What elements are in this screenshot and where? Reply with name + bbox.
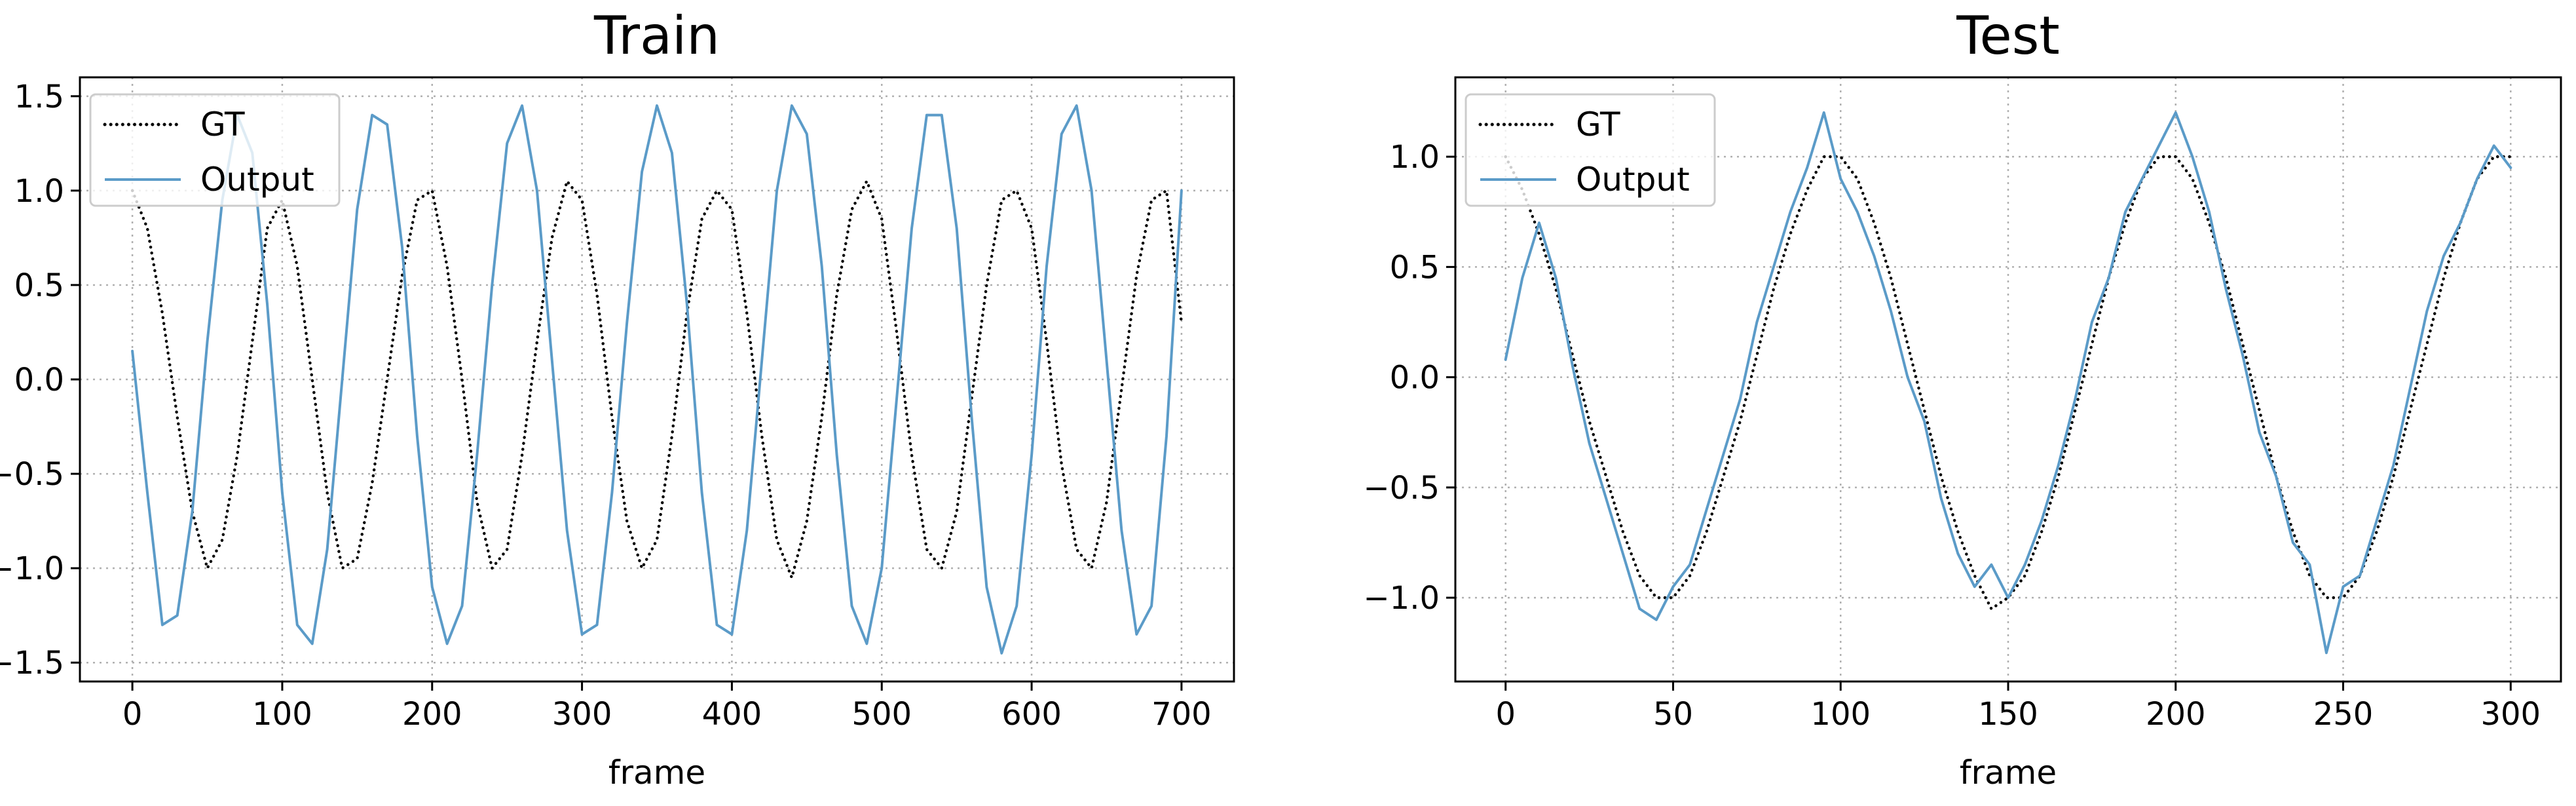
train-x-tick-label-6: 600	[1001, 696, 1062, 733]
train-y-tick-label-3: 0.0	[14, 362, 64, 398]
train-x-tick-label-7: 700	[1151, 696, 1212, 733]
test-x-tick-label-6: 300	[2480, 696, 2541, 733]
test-series-output-line	[1504, 111, 2512, 655]
train-x-tick-label-2: 200	[402, 696, 462, 733]
train-series-output-line	[131, 104, 1183, 655]
train-legend: GT Output	[89, 93, 341, 207]
test-x-tick-label-5: 250	[2313, 696, 2374, 733]
test-x-axis-label: frame	[1960, 754, 2057, 792]
train-x-tick-label-4: 400	[702, 696, 762, 733]
test-legend-output-label: Output	[1576, 161, 1690, 199]
test-x-tick-label-0: 0	[1495, 696, 1516, 733]
test-chart: 0 50 100 150 200 250 300 −1.0 −0.5 0.0 0.5 1.0 Test…	[1363, 5, 2562, 792]
test-y-tick-label-3: 0.5	[1390, 249, 1440, 286]
train-x-tick-label-5: 500	[851, 696, 912, 733]
train-y-tick-label-5: 1.0	[14, 173, 64, 210]
train-y-tick-label-2: −0.5	[0, 456, 64, 493]
test-legend-gt-label: GT	[1576, 106, 1620, 144]
test-y-tick-label-1: −0.5	[1363, 470, 1440, 507]
train-y-tick-label-6: 1.5	[14, 79, 64, 115]
test-ticks: 0 50 100 150 200 250 300 −1.0 −0.5 0.0 0.5 1.0	[1363, 139, 2541, 733]
test-x-tick-label-4: 200	[2146, 696, 2206, 733]
train-x-tick-label-3: 300	[552, 696, 612, 733]
train-grid	[80, 77, 1234, 681]
train-x-tick-label-0: 0	[122, 696, 143, 733]
train-chart: 0 100 200 300 400 500 600 700 −1.5 −1.0 −0.5 0.0 0.5…	[0, 5, 1235, 792]
train-ticks: 0 100 200 300 400 500 600 700 −1.5 −1.0 −0.5 0.0 0.5…	[0, 79, 1212, 733]
test-x-tick-label-2: 100	[1810, 696, 1871, 733]
train-x-tick-label-1: 100	[252, 696, 312, 733]
test-y-tick-label-2: 0.0	[1390, 360, 1440, 396]
train-lines	[130, 104, 1184, 655]
train-legend-output-label: Output	[200, 161, 314, 199]
train-y-tick-label-0: −1.5	[0, 645, 64, 681]
test-title: Test	[1956, 5, 2060, 66]
train-y-tick-label-1: −1.0	[0, 550, 64, 587]
test-y-tick-label-0: −1.0	[1363, 580, 1440, 617]
test-y-tick-label-4: 1.0	[1390, 139, 1440, 176]
test-x-tick-label-3: 150	[1978, 696, 2038, 733]
train-title: Train	[593, 5, 720, 66]
train-x-axis-label: frame	[608, 754, 705, 792]
test-legend: GT Output	[1465, 93, 1716, 207]
train-y-tick-label-4: 0.5	[14, 267, 64, 304]
train-legend-gt-label: GT	[200, 106, 245, 144]
test-x-tick-label-1: 50	[1653, 696, 1693, 733]
train-legend-box	[89, 93, 341, 207]
test-lines	[1504, 111, 2512, 655]
test-legend-box	[1465, 93, 1716, 207]
